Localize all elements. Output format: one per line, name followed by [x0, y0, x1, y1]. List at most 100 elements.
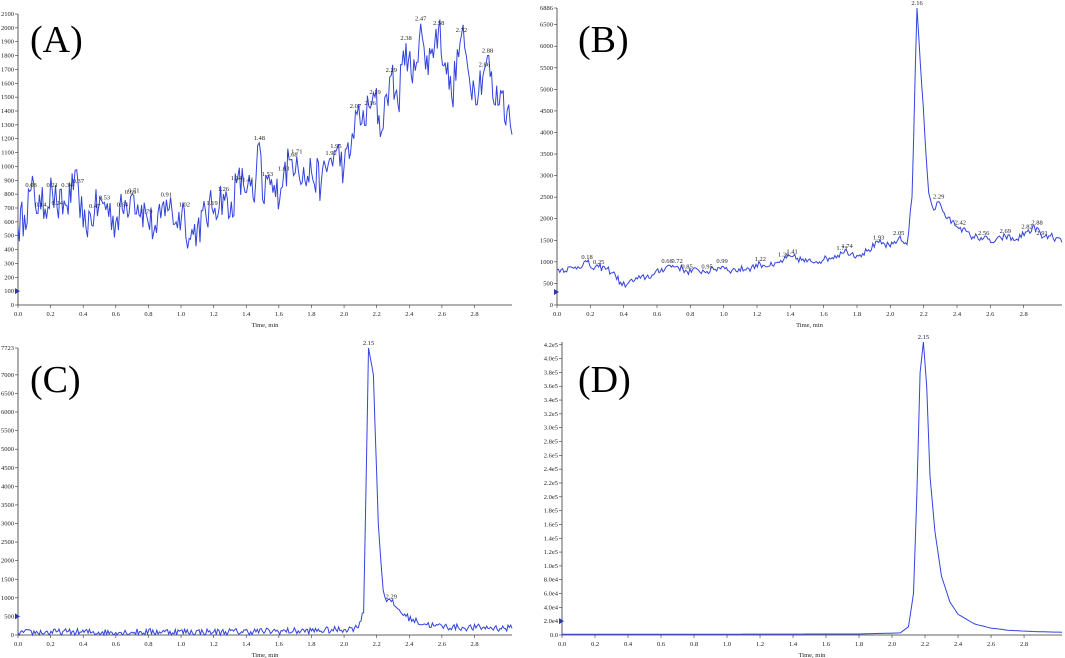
x-tick-label: 0.2	[591, 641, 599, 648]
chart-panel-a: 0 100 200 300 400 500 600 700 800 900 1000 1100 1200…	[1, 11, 513, 329]
y-tick-label: 1000	[540, 259, 553, 266]
y-tick-label: 500	[4, 613, 14, 620]
x-tick-label: 2.2	[921, 641, 929, 648]
y-tick-label: 2.0e4	[544, 618, 559, 625]
peak-label: 2.29	[386, 67, 397, 74]
x-tick-label: 1.8	[307, 641, 315, 648]
y-tick-label: 800	[4, 191, 14, 198]
x-tick-label: 1.8	[307, 311, 315, 318]
peak-label: 1.19	[206, 200, 217, 207]
y-tick-label: 600	[4, 219, 14, 226]
x-tick-label: 1.6	[275, 641, 284, 648]
x-tick-label: 0.4	[79, 641, 88, 648]
x-tick-label: 1.6	[275, 311, 284, 318]
x-tick-label: 2.6	[438, 641, 447, 648]
x-tick-label: 0.6	[112, 311, 121, 318]
peak-label: 1.93	[873, 234, 884, 241]
x-tick-label: 1.2	[756, 641, 764, 648]
y-tick-label: 3000	[1, 521, 14, 528]
peak-label: 1.71	[291, 149, 302, 156]
baseline-marker-icon	[15, 288, 20, 295]
y-tick-label: 3.6e5	[544, 383, 558, 390]
y-tick-label: 1000	[1, 163, 14, 170]
y-tick-label: 900	[4, 177, 14, 184]
y-tick-label: 4.0e4	[544, 604, 559, 611]
x-tick-label: 0.2	[47, 311, 55, 318]
peak-label: 0.85	[681, 263, 692, 270]
y-tick-label: 7000	[1, 372, 14, 379]
y-tick-label: 100	[4, 288, 14, 295]
x-tick-label: 1.6	[820, 311, 829, 318]
y-tick-label: 6886	[540, 5, 554, 12]
series-line	[17, 19, 513, 249]
peak-label: 0.14	[35, 201, 47, 208]
peak-label: 0.25	[593, 259, 604, 266]
peak-label: 2.29	[933, 193, 944, 200]
x-tick-label: 1.2	[753, 311, 761, 318]
y-tick-label: 6500	[540, 22, 553, 29]
y-tick-label: 1500	[1, 576, 14, 583]
panel-label: (A)	[30, 19, 83, 61]
y-tick-label: 2.6e5	[544, 452, 558, 459]
peak-label: 0.95	[701, 263, 712, 270]
y-tick-label: 2100	[1, 11, 14, 18]
y-tick-label: 1800	[1, 53, 14, 60]
peak-label: 1.53	[262, 171, 273, 178]
peak-label: 0.66	[661, 258, 673, 265]
x-tick-label: 2.2	[373, 311, 381, 318]
x-tick-label: 0.0	[553, 311, 561, 318]
x-tick-label: 2.0	[888, 641, 896, 648]
peak-label: 2.16	[911, 0, 923, 7]
x-tick-label: 0.4	[79, 311, 88, 318]
x-tick-label: 2.8	[1020, 311, 1028, 318]
peak-label: 0.37	[73, 178, 85, 185]
peak-label: 2.05	[893, 230, 904, 237]
peak-label: 0.18	[581, 254, 592, 261]
y-tick-label: 3500	[540, 151, 553, 158]
y-tick-label: 0.0	[550, 632, 558, 639]
y-tick-label: 1.2e5	[544, 549, 558, 556]
y-tick-label: 4000	[1, 483, 14, 490]
x-tick-label: 0.8	[144, 641, 152, 648]
x-tick-label: 1.2	[210, 641, 218, 648]
series-line	[17, 347, 513, 637]
peak-label: 2.56	[978, 230, 990, 237]
panel-label: (C)	[30, 359, 81, 401]
peak-label: 1.36	[778, 252, 790, 259]
peak-label: 0.99	[716, 258, 727, 265]
baseline-marker-icon	[554, 289, 559, 296]
y-tick-label: 2500	[1, 539, 14, 546]
chart-panel-b: 0 500 1000 1500 2000 2500 3000 3500 4000 4500 5000…	[540, 0, 1063, 329]
peak-label: 1.71	[836, 245, 847, 252]
y-tick-label: 200	[4, 274, 14, 281]
x-tick-label: 0.8	[144, 311, 152, 318]
x-axis-title: Time, min	[252, 652, 280, 658]
y-tick-label: 700	[4, 205, 14, 212]
baseline-marker-icon	[15, 613, 20, 620]
x-axis-title: Time, min	[799, 652, 827, 658]
x-tick-label: 0.2	[586, 311, 594, 318]
y-tick-label: 400	[4, 247, 14, 254]
y-tick-label: 5500	[540, 65, 553, 72]
peak-label: 0.64	[117, 201, 129, 208]
y-tick-label: 1500	[540, 237, 553, 244]
peak-label: 2.88	[1031, 219, 1042, 226]
y-tick-label: 5000	[1, 446, 14, 453]
peak-label: 0.47	[89, 203, 101, 210]
y-tick-label: 2.0e5	[544, 494, 558, 501]
x-tick-label: 0.4	[624, 641, 633, 648]
series-line	[556, 7, 1063, 289]
x-tick-label: 1.8	[855, 641, 863, 648]
y-tick-label: 6000	[540, 43, 553, 50]
x-tick-label: 1.4	[786, 311, 795, 318]
y-tick-label: 4500	[540, 108, 553, 115]
y-tick-label: 1500	[1, 94, 14, 101]
peak-label: 2.38	[400, 35, 411, 42]
x-tick-label: 2.8	[1020, 641, 1028, 648]
peak-label: 0.72	[671, 258, 682, 265]
x-tick-label: 0.8	[690, 641, 698, 648]
x-tick-label: 0.0	[14, 311, 22, 318]
peak-label: 0.79	[141, 208, 152, 215]
y-tick-label: 4.2e5	[544, 342, 558, 349]
y-tick-label: 0	[11, 632, 14, 639]
